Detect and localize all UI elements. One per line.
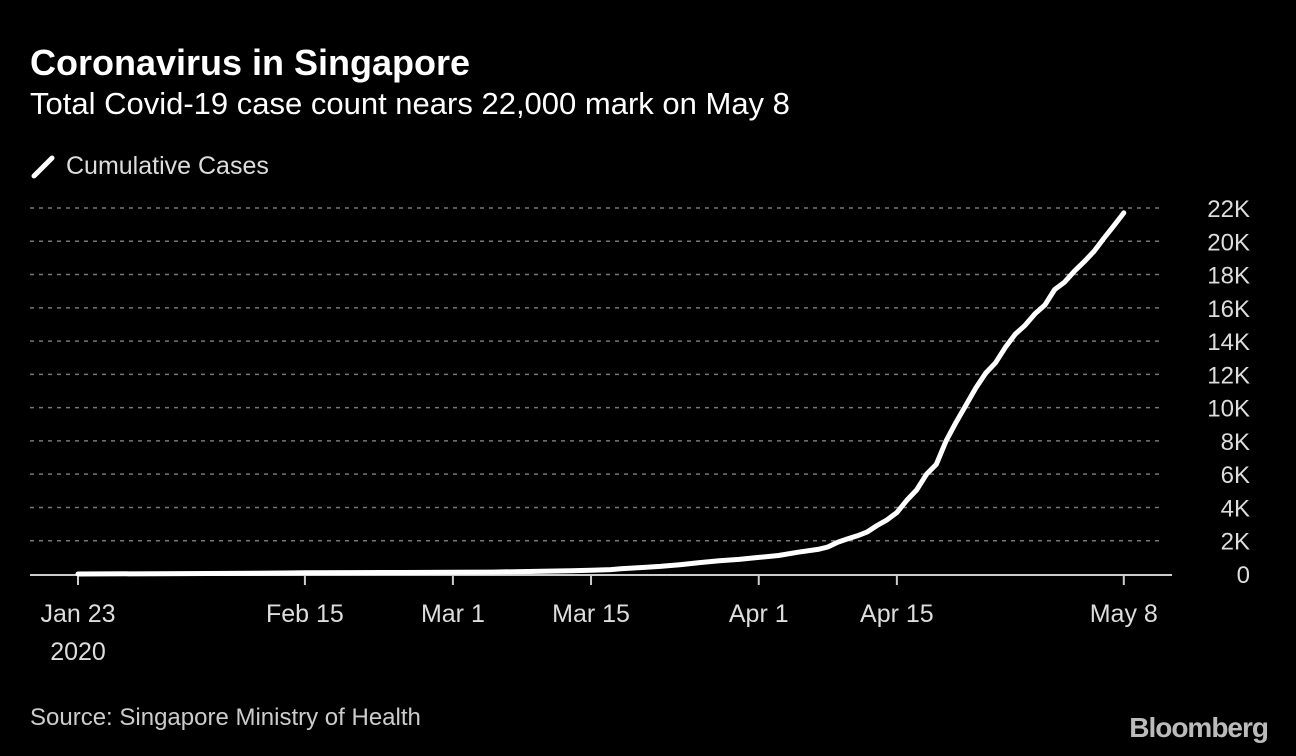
- y-tick-label: 10K: [1207, 396, 1250, 423]
- source-note: Source: Singapore Ministry of Health: [30, 704, 421, 731]
- x-tick-label: Apr 15: [860, 600, 934, 628]
- x-tick-label: May 8: [1090, 600, 1158, 628]
- x-year-label: 2020: [50, 638, 106, 666]
- y-tick-label: 18K: [1207, 263, 1250, 290]
- x-tick-label: Apr 1: [729, 600, 789, 628]
- legend-label: Cumulative Cases: [66, 152, 269, 180]
- legend: Cumulative Cases: [30, 152, 269, 181]
- x-tick-label: Mar 1: [421, 600, 485, 628]
- y-tick-label: 22K: [1207, 196, 1250, 223]
- y-tick-label: 0: [1237, 562, 1250, 589]
- x-tick-label: Feb 15: [266, 600, 344, 628]
- y-tick-label: 16K: [1207, 296, 1250, 323]
- bloomberg-logo: Bloomberg: [1129, 712, 1269, 743]
- x-tick-label: Jan 23: [40, 600, 115, 628]
- y-tick-label: 4K: [1221, 495, 1250, 522]
- x-tick-label: Mar 15: [552, 600, 630, 628]
- series-line-cumulative-cases: [75, 210, 1127, 577]
- y-tick-label: 2K: [1221, 529, 1250, 556]
- y-tick-label: 6K: [1221, 462, 1250, 489]
- y-tick-label: 8K: [1221, 429, 1250, 456]
- legend-line-icon: [31, 155, 55, 178]
- chart-subtitle: Total Covid-19 case count nears 22,000 m…: [30, 86, 790, 121]
- chart-title: Coronavirus in Singapore: [30, 42, 471, 83]
- y-tick-label: 12K: [1207, 362, 1250, 389]
- y-tick-label: 20K: [1207, 229, 1250, 256]
- y-tick-label: 14K: [1207, 329, 1250, 356]
